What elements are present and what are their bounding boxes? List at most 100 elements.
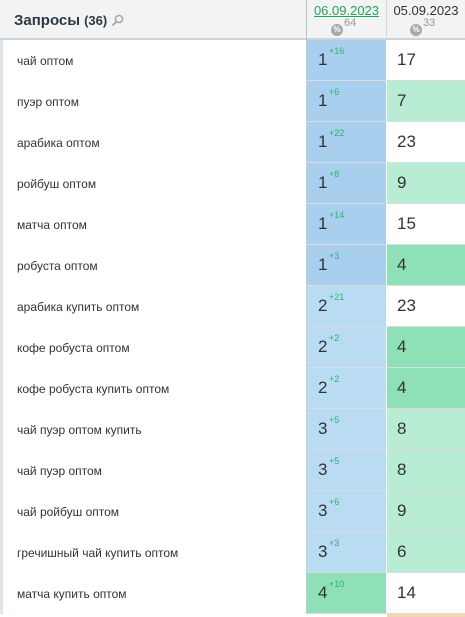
position-value: 1 bbox=[318, 50, 328, 69]
position-cell-2[interactable]: 4 bbox=[387, 327, 465, 367]
position-cell-1[interactable]: 1 +3 bbox=[307, 245, 387, 285]
position-cell-1[interactable]: 2 +21 bbox=[307, 286, 387, 326]
table-row[interactable]: чай пуэр оптом купить 3 +5 8 bbox=[0, 409, 465, 450]
date-link-1[interactable]: 06.09.2023 bbox=[313, 3, 380, 18]
position-value: 2 bbox=[318, 337, 328, 356]
position-cell-1[interactable]: 2 +2 bbox=[307, 327, 387, 367]
position-value: 6 bbox=[397, 542, 407, 561]
position-cell-1[interactable]: 3 +5 bbox=[307, 409, 387, 449]
position-cell-1[interactable]: 1 +22 bbox=[307, 122, 387, 162]
query-cell[interactable]: кофе робуста оптом bbox=[0, 327, 307, 368]
position-value: 23 bbox=[397, 132, 416, 151]
position-cell-1[interactable]: 4 +10 bbox=[307, 573, 387, 613]
position-change: +2 bbox=[329, 374, 340, 384]
date-label-2[interactable]: 05.09.2023 bbox=[393, 3, 459, 18]
scroll-edge-indicator bbox=[387, 614, 465, 617]
table-row[interactable]: чай ройбуш оптом 3 +6 9 bbox=[0, 491, 465, 532]
position-value: 4 bbox=[397, 255, 407, 274]
query-cell[interactable]: матча оптом bbox=[0, 204, 307, 245]
query-cell[interactable]: чай ройбуш оптом bbox=[0, 491, 307, 532]
position-value: 2 bbox=[318, 296, 328, 315]
position-cell-2[interactable]: 4 bbox=[387, 368, 465, 408]
position-change: +21 bbox=[329, 292, 345, 302]
position-cell-2[interactable]: 9 bbox=[387, 163, 465, 203]
position-cell-2[interactable]: 6 bbox=[387, 532, 465, 572]
query-column-header[interactable]: Запросы (36) bbox=[0, 0, 307, 40]
position-cell-2[interactable]: 8 bbox=[387, 409, 465, 449]
position-change: +6 bbox=[329, 87, 340, 97]
position-cell-2[interactable]: 4 bbox=[387, 245, 465, 285]
table-row[interactable]: чай оптом 1 +16 17 bbox=[0, 40, 465, 81]
position-change: +2 bbox=[329, 333, 340, 343]
position-cell-1[interactable]: 2 +2 bbox=[307, 368, 387, 408]
query-cell[interactable]: пуэр оптом bbox=[0, 81, 307, 122]
position-cell-2[interactable]: 17 bbox=[387, 40, 465, 80]
table-header: Запросы (36) 06.09.2023 % 64 05.09.2023 … bbox=[0, 0, 465, 40]
table-row[interactable]: матча оптом 1 +14 15 bbox=[0, 204, 465, 245]
position-value: 8 bbox=[397, 419, 407, 438]
percent-value: 64 bbox=[344, 17, 357, 29]
query-cell[interactable]: кофе робуста купить оптом bbox=[0, 368, 307, 409]
table-row[interactable]: робуста оптом 1 +3 4 bbox=[0, 245, 465, 286]
position-cell-2[interactable]: 8 bbox=[387, 450, 465, 490]
query-cell[interactable]: робуста оптом bbox=[0, 245, 307, 286]
position-value: 1 bbox=[318, 214, 328, 233]
position-change: +8 bbox=[329, 169, 340, 179]
position-change: +14 bbox=[329, 210, 345, 220]
table-body: чай оптом 1 +16 17 пуэр оптом 1 +6 7 арабика опт… bbox=[0, 40, 465, 614]
position-value: 1 bbox=[318, 173, 328, 192]
query-cell[interactable]: чай оптом bbox=[0, 40, 307, 81]
position-cell-2[interactable]: 7 bbox=[387, 81, 465, 121]
table-row[interactable]: кофе робуста купить оптом 2 +2 4 bbox=[0, 368, 465, 409]
query-count: (36) bbox=[84, 12, 108, 28]
position-cell-1[interactable]: 3 +3 bbox=[307, 532, 387, 572]
percent-icon: % bbox=[331, 24, 343, 36]
table-row[interactable]: кофе робуста оптом 2 +2 4 bbox=[0, 327, 465, 368]
query-cell[interactable]: чай пуэр оптом купить bbox=[0, 409, 307, 450]
position-value: 8 bbox=[397, 460, 407, 479]
table-row[interactable]: матча купить оптом 4 +10 14 bbox=[0, 573, 465, 614]
table-row[interactable]: гречишный чай купить оптом 3 +3 6 bbox=[0, 532, 465, 573]
position-value: 1 bbox=[318, 132, 328, 151]
query-cell[interactable]: арабика оптом bbox=[0, 122, 307, 163]
position-cell-2[interactable]: 23 bbox=[387, 122, 465, 162]
position-value: 15 bbox=[397, 214, 416, 233]
table-row[interactable]: пуэр оптом 1 +6 7 bbox=[0, 81, 465, 122]
position-cell-1[interactable]: 1 +8 bbox=[307, 163, 387, 203]
position-cell-2[interactable]: 15 bbox=[387, 204, 465, 244]
position-value: 23 bbox=[397, 296, 416, 315]
position-change: +3 bbox=[329, 538, 340, 548]
percent-value: 33 bbox=[423, 17, 436, 29]
table-row[interactable]: чай пуэр оптом 3 +5 8 bbox=[0, 450, 465, 491]
position-cell-1[interactable]: 3 +5 bbox=[307, 450, 387, 490]
position-change: +22 bbox=[329, 128, 345, 138]
date-column-header-2[interactable]: 05.09.2023 % 33 bbox=[387, 0, 465, 40]
position-cell-2[interactable]: 9 bbox=[387, 491, 465, 531]
table-row[interactable]: арабика купить оптом 2 +21 23 bbox=[0, 286, 465, 327]
query-cell[interactable]: чай пуэр оптом bbox=[0, 450, 307, 491]
query-cell[interactable]: арабика купить оптом bbox=[0, 286, 307, 327]
search-icon[interactable] bbox=[111, 13, 125, 27]
position-change: +6 bbox=[329, 497, 340, 507]
table-row[interactable]: ройбуш оптом 1 +8 9 bbox=[0, 163, 465, 204]
position-value: 9 bbox=[397, 501, 407, 520]
position-cell-2[interactable]: 23 bbox=[387, 286, 465, 326]
query-cell[interactable]: гречишный чай купить оптом bbox=[0, 532, 307, 573]
position-cell-1[interactable]: 1 +6 bbox=[307, 81, 387, 121]
table-row[interactable]: арабика оптом 1 +22 23 bbox=[0, 122, 465, 163]
position-cell-1[interactable]: 1 +14 bbox=[307, 204, 387, 244]
query-cell[interactable]: матча купить оптом bbox=[0, 573, 307, 614]
position-value: 1 bbox=[318, 91, 328, 110]
page-title: Запросы bbox=[14, 11, 81, 29]
position-value: 1 bbox=[318, 255, 328, 274]
position-value: 17 bbox=[397, 50, 416, 69]
position-change: +10 bbox=[329, 579, 345, 589]
position-cell-1[interactable]: 1 +16 bbox=[307, 40, 387, 80]
position-cell-2[interactable]: 14 bbox=[387, 573, 465, 613]
date-column-header-1[interactable]: 06.09.2023 % 64 bbox=[307, 0, 387, 40]
position-change: +16 bbox=[329, 46, 345, 56]
position-value: 3 bbox=[318, 419, 328, 438]
position-cell-1[interactable]: 3 +6 bbox=[307, 491, 387, 531]
query-cell[interactable]: ройбуш оптом bbox=[0, 163, 307, 204]
